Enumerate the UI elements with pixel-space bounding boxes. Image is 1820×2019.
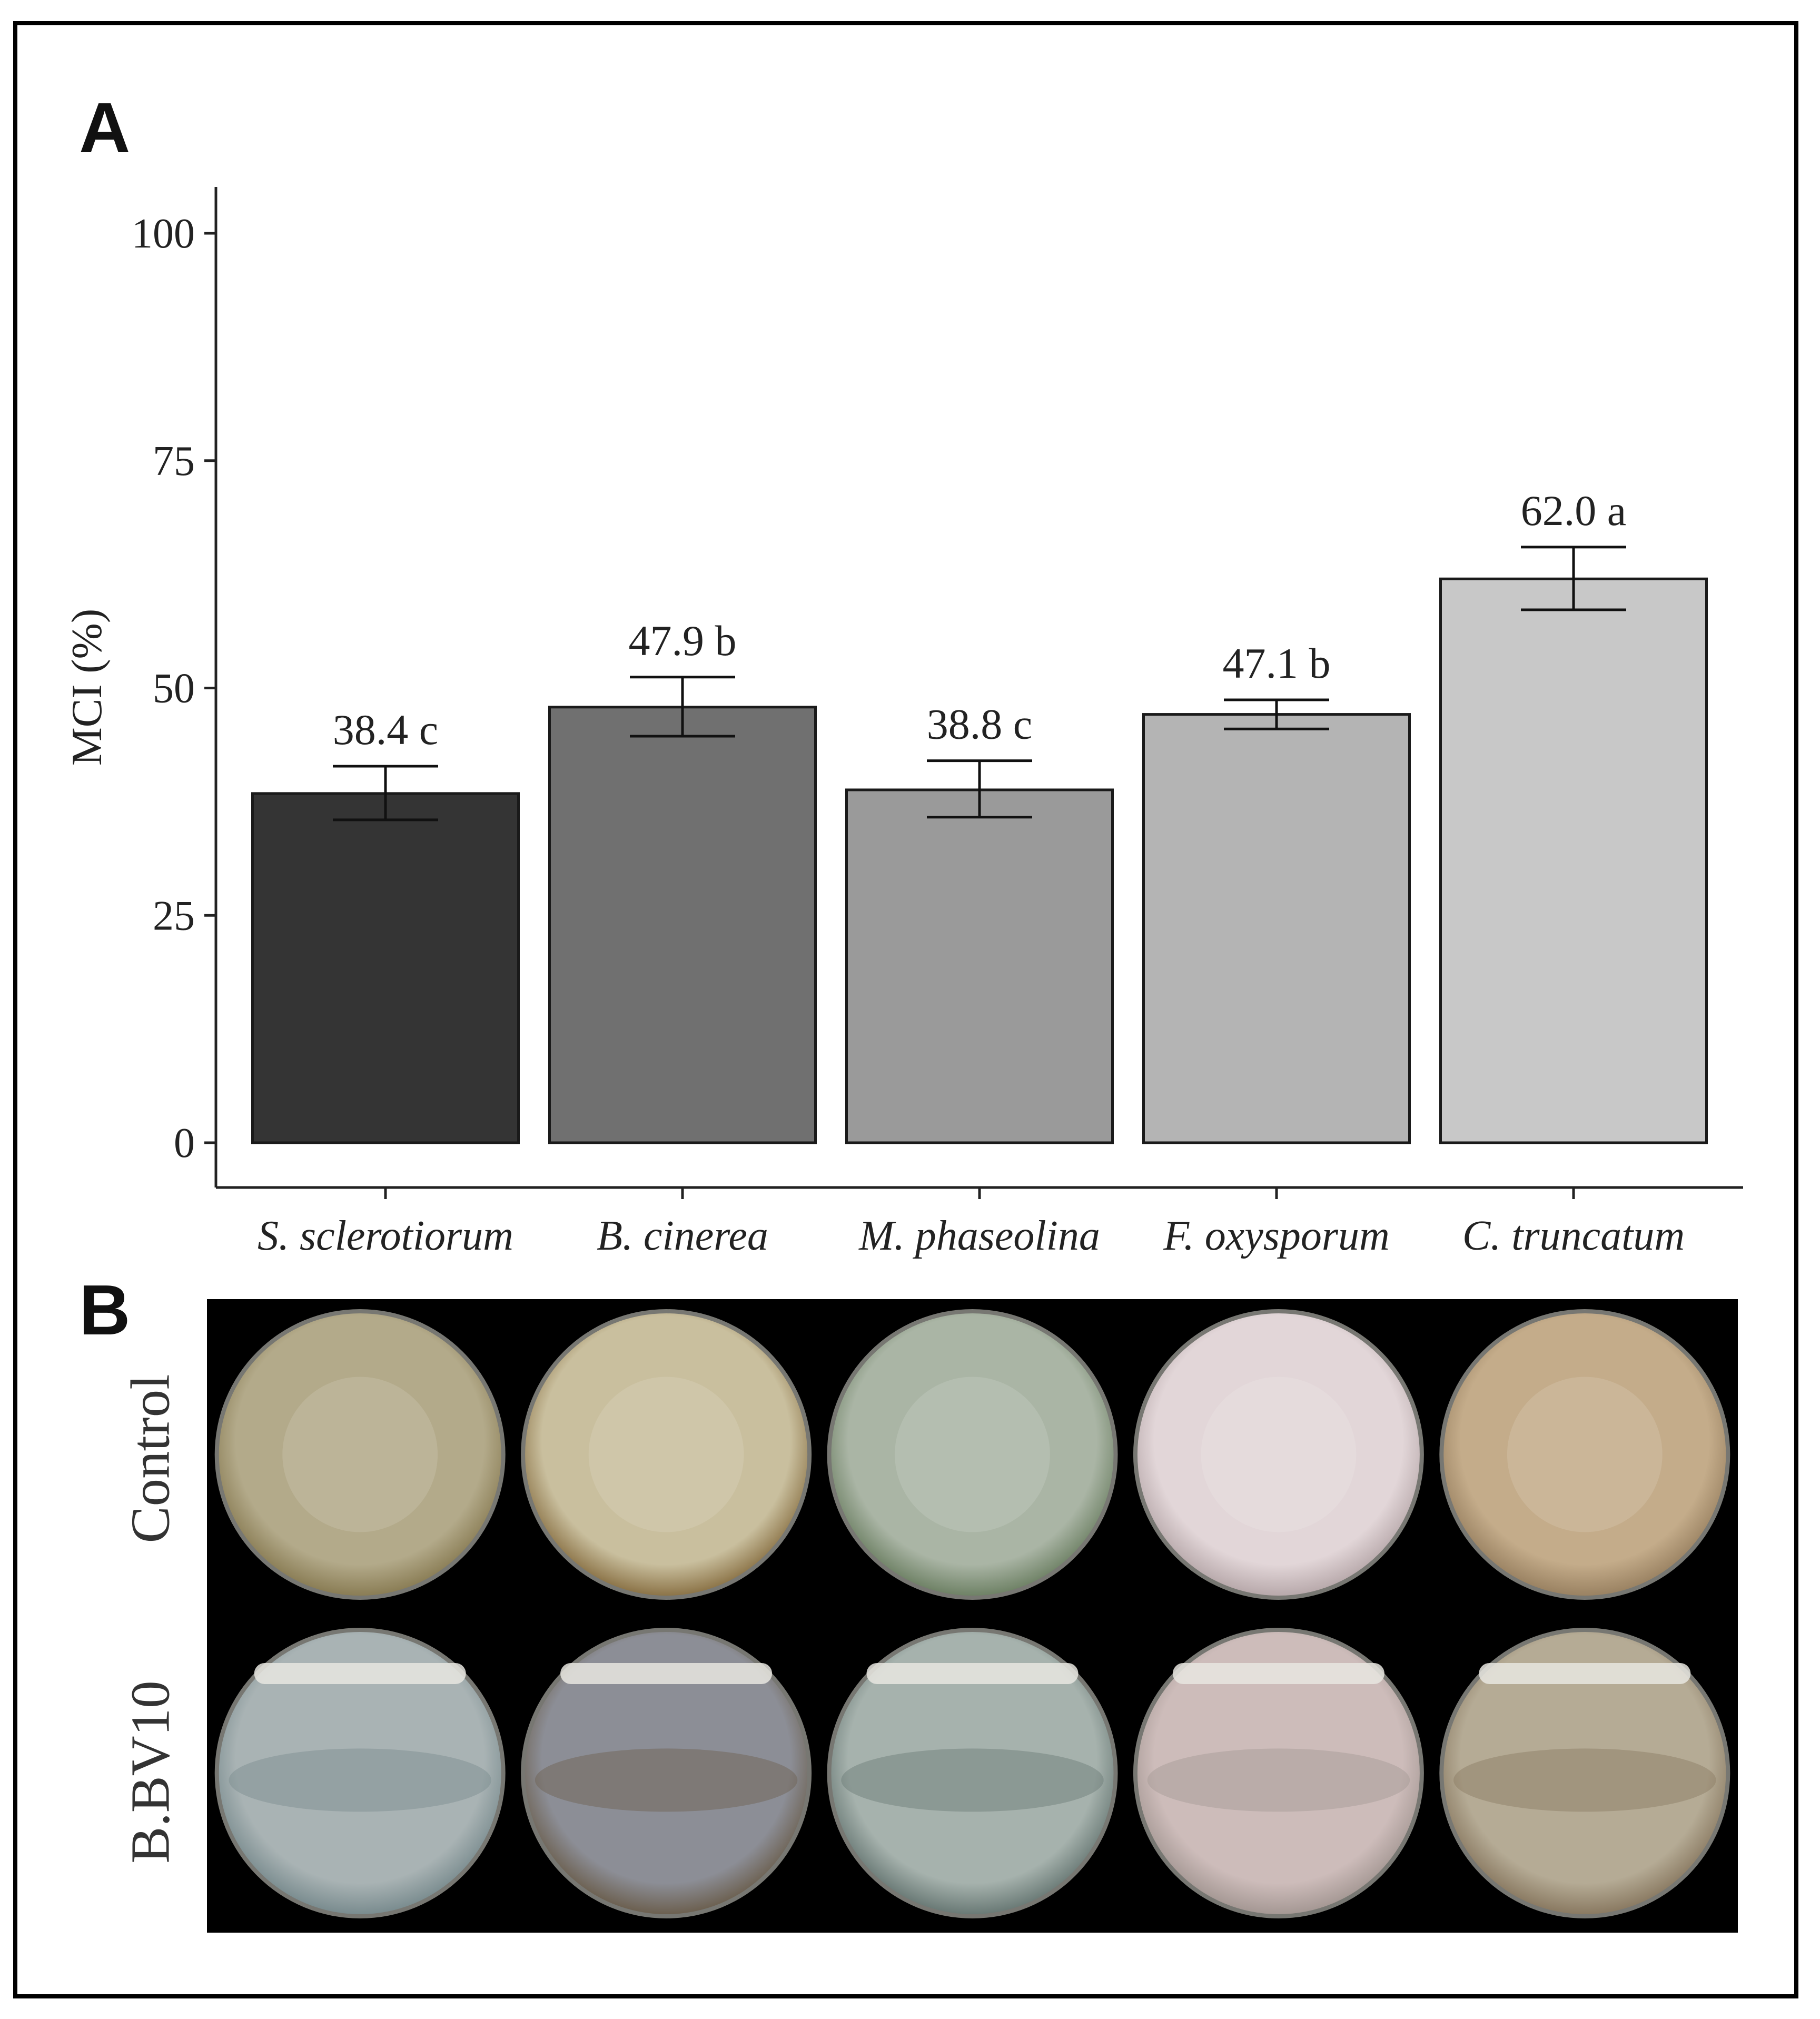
x-tick-label: C. truncatum — [1462, 1213, 1685, 1259]
x-tick-label: S. sclerotiorum — [258, 1213, 513, 1259]
bar — [1142, 713, 1411, 1144]
chart-y-tick-labels: 0 25 50 75 100 — [132, 211, 195, 1166]
y-tick-label: 75 — [153, 438, 195, 484]
chart-x-tick-labels: S. sclerotiorum B. cinerea M. phaseolina F.… — [258, 1213, 1685, 1259]
panel-a-label: A — [79, 88, 131, 167]
bar — [845, 788, 1114, 1144]
error-bar — [1521, 546, 1626, 611]
data-label: 38.8 c — [927, 700, 1032, 748]
y-tick-label: 0 — [174, 1120, 195, 1166]
bar — [1439, 577, 1708, 1144]
petri-dishes — [214, 1309, 1730, 1918]
row-label-treated: B.BV10 — [119, 1680, 181, 1864]
panel-b-label: B — [79, 1270, 131, 1350]
chart-bars — [251, 577, 1708, 1144]
y-tick-label: 100 — [132, 211, 195, 257]
treated-plate — [214, 1628, 506, 1918]
figure-frame — [13, 21, 1798, 1998]
control-plate — [1133, 1309, 1424, 1600]
control-plate — [1439, 1309, 1730, 1600]
chart-error-bars — [333, 546, 1626, 822]
y-tick-label: 25 — [153, 893, 195, 939]
row-label-control: Control — [119, 1374, 181, 1543]
error-bar — [927, 759, 1032, 819]
error-bar — [333, 765, 438, 822]
data-label: 47.1 b — [1223, 639, 1331, 687]
chart-data-labels: 38.4 c 47.9 b 38.8 c 47.1 b 62.0 a — [333, 487, 1626, 754]
control-plate — [214, 1309, 506, 1600]
control-plate — [827, 1309, 1118, 1600]
data-label: 47.9 b — [629, 617, 737, 665]
error-bar — [1224, 698, 1329, 730]
bar — [548, 706, 817, 1144]
y-tick-label: 50 — [153, 666, 195, 712]
x-tick-label: F. oxysporum — [1163, 1213, 1390, 1259]
bar-chart: 38.4 c 47.9 b 38.8 c 47.1 b 62.0 a S. sclero… — [63, 187, 1743, 1259]
x-tick-label: B. cinerea — [597, 1213, 768, 1259]
error-bar — [630, 676, 735, 738]
treated-plate — [1133, 1628, 1424, 1918]
treated-plate — [1439, 1628, 1730, 1918]
x-tick-label: M. phaseolina — [858, 1213, 1100, 1259]
data-label: 62.0 a — [1521, 487, 1626, 535]
data-label: 38.4 c — [333, 706, 438, 754]
chart-axes — [204, 187, 1743, 1199]
petri-dish-photo-panel — [207, 1299, 1738, 1933]
treated-plate — [521, 1628, 812, 1918]
y-axis-label: MCI (%) — [63, 609, 111, 766]
control-plate — [521, 1309, 812, 1600]
bar — [251, 792, 520, 1144]
treated-plate — [827, 1628, 1118, 1918]
